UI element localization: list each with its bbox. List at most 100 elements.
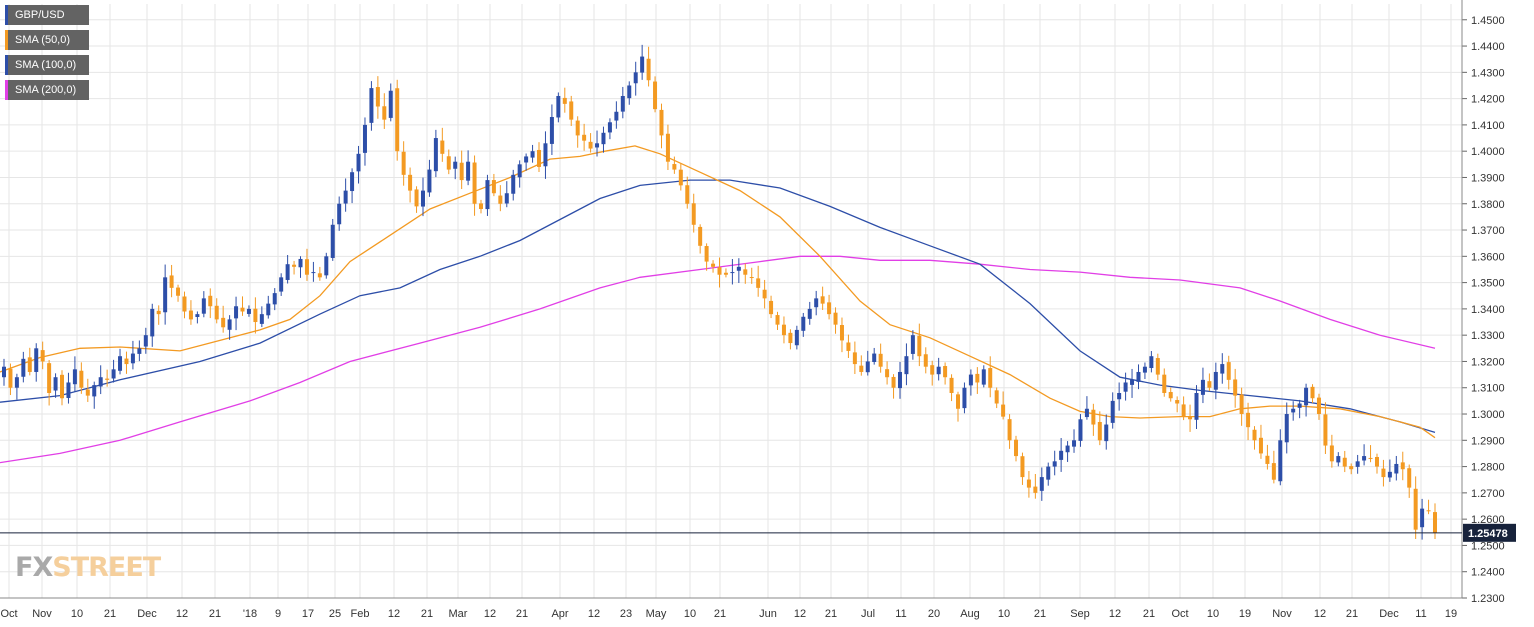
y-tick-label: 1.2300 — [1471, 593, 1505, 605]
candle — [1207, 373, 1212, 392]
x-tick-label: 11 — [1415, 608, 1426, 620]
candle — [956, 391, 960, 422]
y-tick-label: 1.4300 — [1471, 67, 1505, 79]
candle — [736, 258, 741, 284]
candle — [517, 160, 522, 188]
legend-item-sma100[interactable]: SMA (100,0) — [5, 55, 89, 75]
candle — [749, 267, 754, 284]
candle — [369, 81, 374, 131]
x-tick-label: 10 — [684, 608, 696, 620]
candle — [92, 381, 97, 409]
candle — [549, 104, 554, 155]
candle — [60, 370, 65, 406]
candle — [994, 387, 999, 409]
x-tick-label: 21 — [714, 608, 726, 620]
candle — [440, 127, 445, 162]
x-tick-label: 21 — [1346, 608, 1358, 620]
y-tick-label: 1.3400 — [1471, 304, 1505, 316]
candle — [1426, 499, 1431, 515]
candle — [2, 358, 6, 386]
candle — [1200, 367, 1205, 404]
candle — [343, 178, 348, 212]
legend-item-sma50[interactable]: SMA (50,0) — [5, 30, 89, 50]
candle — [1342, 450, 1347, 473]
y-tick-label: 1.4000 — [1471, 146, 1505, 158]
x-tick-label: 19 — [1445, 608, 1457, 620]
candle — [988, 356, 993, 398]
candle — [659, 103, 664, 149]
y-tick-label: 1.2900 — [1471, 435, 1505, 447]
candle — [904, 343, 909, 386]
candle — [575, 116, 580, 148]
y-tick-label: 1.4400 — [1471, 41, 1505, 53]
candle — [820, 286, 825, 311]
candle — [1033, 473, 1038, 499]
x-tick-label: Feb — [351, 608, 370, 620]
candle — [981, 365, 986, 388]
candle — [221, 305, 226, 333]
legend-item-gbpusd[interactable]: GBP/USD — [5, 5, 89, 25]
x-tick-label: 12 — [588, 608, 600, 620]
x-tick-label: 23 — [620, 608, 632, 620]
candle — [85, 378, 90, 402]
candle — [1265, 444, 1270, 470]
candle — [756, 265, 761, 297]
legend-swatch — [5, 80, 8, 100]
candle — [685, 176, 690, 209]
candle — [1026, 471, 1031, 498]
candle — [21, 351, 26, 383]
candle — [1226, 355, 1231, 390]
candle — [1130, 368, 1135, 398]
candle — [395, 79, 400, 161]
plot-area — [0, 0, 1462, 598]
candle — [1323, 402, 1328, 455]
candle — [234, 296, 239, 331]
candle — [1362, 444, 1367, 466]
candle — [504, 181, 509, 208]
candle — [691, 193, 696, 233]
candle — [588, 133, 593, 153]
candle — [833, 307, 838, 334]
candle — [1046, 462, 1051, 486]
legend-label: SMA (100,0) — [15, 59, 77, 71]
chart-legend: GBP/USD SMA (50,0) SMA (100,0) SMA (200,… — [5, 5, 89, 105]
candle — [362, 117, 367, 166]
candle — [1136, 364, 1141, 390]
candle — [118, 348, 123, 375]
current-price-marker: 1.25478 — [0, 523, 1516, 542]
candle — [34, 343, 39, 382]
x-tick-label: 10 — [1207, 608, 1219, 620]
candle — [1142, 362, 1147, 380]
y-tick-label: 1.2400 — [1471, 567, 1505, 579]
candle — [1220, 353, 1225, 384]
candle — [653, 76, 658, 113]
candle — [1181, 396, 1186, 421]
y-tick-label: 1.2500 — [1471, 540, 1505, 552]
candle — [1271, 450, 1276, 484]
current-price-box — [1463, 523, 1516, 542]
candle — [936, 357, 941, 381]
candle — [401, 141, 406, 186]
chart-grid — [0, 0, 1462, 599]
x-tick-label: 19 — [1239, 608, 1251, 620]
candle — [543, 131, 548, 179]
candle — [27, 347, 32, 376]
y-tick-label: 1.3500 — [1471, 278, 1505, 290]
candle — [949, 374, 954, 402]
candle — [485, 174, 490, 216]
candle — [1162, 368, 1167, 397]
current-price-label: 1.25478 — [1468, 528, 1508, 540]
candle — [498, 185, 503, 212]
x-tick-label: Nov — [32, 608, 52, 620]
legend-item-sma200[interactable]: SMA (200,0) — [5, 80, 89, 100]
candle — [665, 124, 670, 171]
candle — [827, 294, 832, 320]
y-tick-label: 1.3900 — [1471, 172, 1505, 184]
candle — [923, 347, 928, 374]
x-tick-label: Dec — [137, 608, 157, 620]
x-tick-label: 9 — [275, 608, 281, 620]
candle — [240, 296, 245, 316]
sma-200-line — [0, 255, 1436, 464]
sma-100-path — [0, 179, 1436, 434]
